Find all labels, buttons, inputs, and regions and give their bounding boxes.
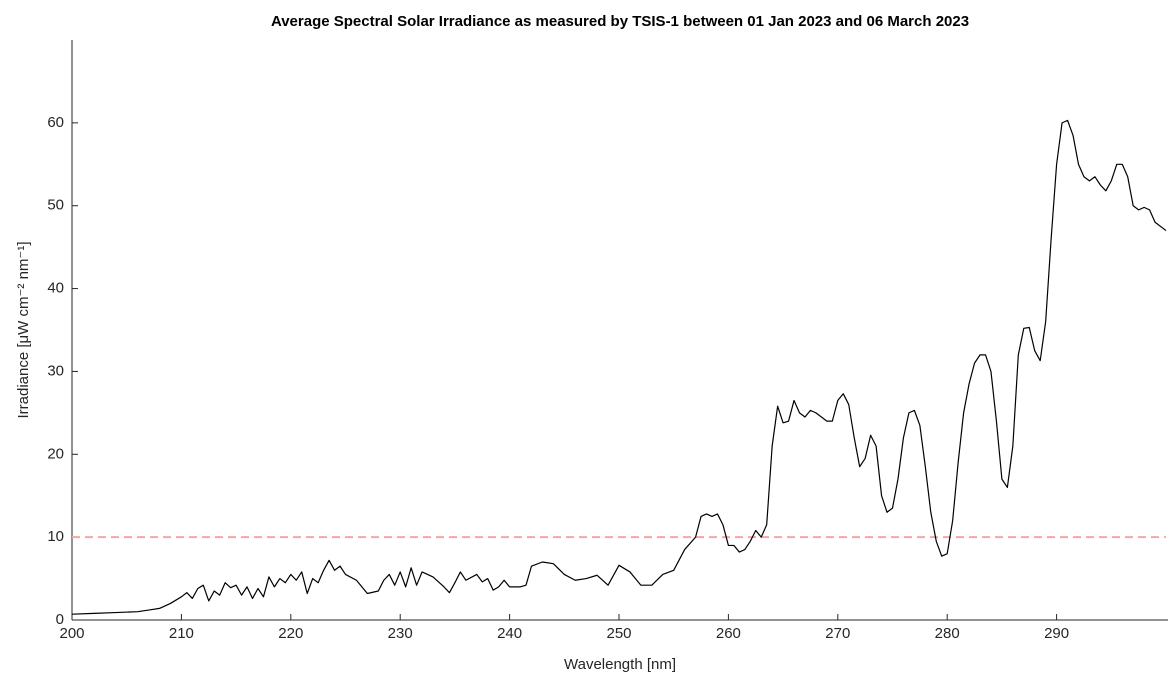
y-tick-label: 60	[47, 114, 64, 131]
x-tick-label: 240	[497, 625, 522, 642]
x-axis-label: Wavelength [nm]	[564, 656, 676, 673]
y-tick-label: 40	[47, 280, 64, 297]
x-tick-label: 220	[278, 625, 303, 642]
x-tick-label: 270	[825, 625, 850, 642]
y-tick-label: 30	[47, 362, 64, 379]
y-tick-label: 0	[56, 611, 64, 628]
chart-title: Average Spectral Solar Irradiance as mea…	[271, 13, 969, 30]
y-tick-label: 50	[47, 197, 64, 214]
x-tick-label: 260	[716, 625, 741, 642]
x-tick-label: 250	[606, 625, 631, 642]
x-tick-label: 280	[935, 625, 960, 642]
y-axis-label: Irradiance [μW cm⁻² nm⁻¹]	[15, 242, 32, 419]
x-tick-label: 290	[1044, 625, 1069, 642]
x-tick-label: 210	[169, 625, 194, 642]
x-tick-label: 200	[59, 625, 84, 642]
y-tick-label: 10	[47, 528, 64, 545]
x-tick-label: 230	[388, 625, 413, 642]
data-line	[71, 119, 1167, 615]
y-tick-label: 20	[47, 445, 64, 462]
